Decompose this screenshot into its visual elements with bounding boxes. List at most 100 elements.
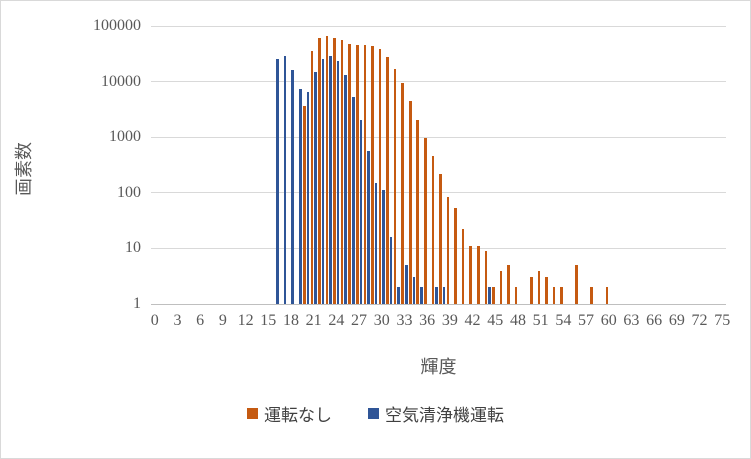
x-tick-label-9: 9 — [218, 312, 227, 329]
bar-空気清浄機運転-x23 — [329, 55, 332, 304]
bar-運転なし-x27 — [355, 45, 359, 304]
x-tick-label-57: 57 — [578, 312, 595, 329]
x-tick-label-6: 6 — [196, 312, 205, 329]
bar-運転なし-x23 — [325, 36, 329, 304]
x-tick-label-48: 48 — [509, 312, 526, 329]
bar-運転なし-x47 — [507, 265, 510, 304]
bar-空気清浄機運転-x22 — [321, 59, 325, 304]
bar-空気清浄機運転-x30 — [382, 190, 385, 304]
bar-運転なし-x22 — [318, 38, 321, 304]
bar-運転なし-x44 — [484, 250, 488, 304]
bar-運転なし-x60 — [605, 287, 609, 304]
bar-空気清浄機運転-x20 — [306, 92, 310, 304]
bar-空気清浄機運転-x29 — [374, 183, 378, 304]
bar-運転なし-x53 — [552, 287, 556, 304]
x-tick-label-18: 18 — [282, 312, 299, 329]
bar-運転なし-x28 — [363, 45, 367, 304]
y-tick-label-100: 100 — [117, 183, 141, 201]
legend-item-air-purifier: 空気清浄機運転 — [368, 401, 504, 426]
bar-空気清浄機運転-x32 — [397, 287, 400, 304]
legend-swatch-orange-icon — [247, 408, 258, 419]
bar-運転なし-x39 — [446, 196, 450, 304]
x-tick-label-60: 60 — [600, 312, 617, 329]
x-tick-label-33: 33 — [396, 312, 413, 329]
bar-空気清浄機運転-x26 — [351, 96, 355, 304]
x-tick-label-45: 45 — [487, 312, 504, 329]
gridline-100000 — [151, 25, 726, 27]
bar-運転なし-x20 — [302, 105, 306, 304]
bar-空気清浄機運転-x17 — [283, 55, 287, 304]
bar-空気清浄機運転-x34 — [412, 277, 416, 304]
bar-空気清浄機運転-x33 — [404, 265, 408, 304]
x-tick-label-0: 0 — [150, 312, 159, 329]
bar-空気清浄機運転-x28 — [367, 150, 370, 304]
x-tick-label-51: 51 — [532, 312, 549, 329]
y-axis-title: 画素数 — [14, 142, 34, 196]
bar-運転なし-x40 — [454, 208, 457, 304]
bar-運転なし-x46 — [499, 270, 503, 304]
x-tick-label-69: 69 — [668, 312, 685, 329]
x-tick-label-27: 27 — [351, 312, 368, 329]
x-tick-label-75: 75 — [714, 312, 731, 329]
x-tick-label-3: 3 — [173, 312, 182, 329]
bar-運転なし-x32 — [393, 68, 397, 304]
bar-運転なし-x43 — [477, 246, 480, 304]
legend-label-no-operation: 運転なし — [264, 406, 332, 425]
x-tick-label-63: 63 — [623, 312, 640, 329]
bar-空気清浄機運転-x21 — [314, 71, 317, 304]
bar-運転なし-x36 — [424, 138, 427, 304]
x-tick-label-42: 42 — [464, 312, 481, 329]
legend-label-air-purifier: 空気清浄機運転 — [385, 406, 504, 425]
plot-area — [151, 25, 726, 305]
x-tick-label-36: 36 — [419, 312, 436, 329]
y-tick-label-10: 10 — [125, 239, 141, 257]
gridline-1000 — [151, 136, 726, 138]
legend-item-no-operation: 運転なし — [247, 401, 332, 426]
bar-空気清浄機運転-x25 — [344, 75, 348, 304]
bar-運転なし-x50 — [529, 277, 533, 304]
bar-運転なし-x42 — [469, 246, 473, 304]
bar-運転なし-x48 — [514, 287, 518, 304]
legend-swatch-blue-icon — [368, 408, 379, 419]
bar-空気清浄機運転-x44 — [488, 287, 491, 304]
bar-空気清浄機運転-x16 — [276, 59, 279, 304]
bar-運転なし-x54 — [560, 287, 563, 304]
bar-空気清浄機運転-x24 — [336, 61, 340, 304]
bar-運転なし-x33 — [401, 82, 404, 304]
bar-空気清浄機運転-x38 — [442, 287, 446, 304]
bar-運転なし-x31 — [386, 56, 389, 304]
x-tick-label-66: 66 — [646, 312, 663, 329]
x-tick-label-72: 72 — [691, 312, 708, 329]
x-tick-label-30: 30 — [373, 312, 390, 329]
bar-運転なし-x24 — [333, 37, 336, 304]
bar-運転なし-x56 — [575, 265, 578, 304]
bar-運転なし-x37 — [431, 156, 435, 304]
bar-運転なし-x58 — [590, 287, 594, 304]
gridline-10000 — [151, 81, 726, 83]
bar-空気清浄機運転-x35 — [420, 287, 423, 304]
bar-運転なし-x29 — [371, 46, 374, 304]
x-tick-label-15: 15 — [260, 312, 277, 329]
bar-運転なし-x30 — [378, 49, 382, 304]
y-tick-label-1000: 1000 — [109, 128, 141, 146]
x-axis-title: 輝度 — [420, 357, 457, 377]
bar-運転なし-x38 — [439, 173, 442, 304]
bar-運転なし-x34 — [408, 100, 412, 304]
bar-運転なし-x51 — [537, 270, 541, 304]
bar-空気清浄機運転-x37 — [435, 287, 438, 304]
bar-空気清浄機運転-x19 — [299, 88, 302, 304]
y-tick-label-1: 1 — [133, 295, 141, 312]
y-tick-label-10000: 10000 — [101, 72, 141, 90]
gridline-100 — [151, 192, 726, 194]
bar-空気清浄機運転-x18 — [291, 69, 295, 304]
x-tick-label-54: 54 — [555, 312, 572, 329]
bar-運転なし-x52 — [545, 277, 548, 304]
bar-運転なし-x26 — [348, 44, 351, 304]
legend: 運転なし 空気清浄機運転 — [1, 401, 750, 426]
bar-空気清浄機運転-x31 — [389, 237, 393, 304]
bar-運転なし-x25 — [340, 40, 344, 304]
bar-運転なし-x35 — [416, 120, 420, 304]
x-tick-label-39: 39 — [441, 312, 458, 329]
bar-運転なし-x21 — [310, 50, 314, 304]
